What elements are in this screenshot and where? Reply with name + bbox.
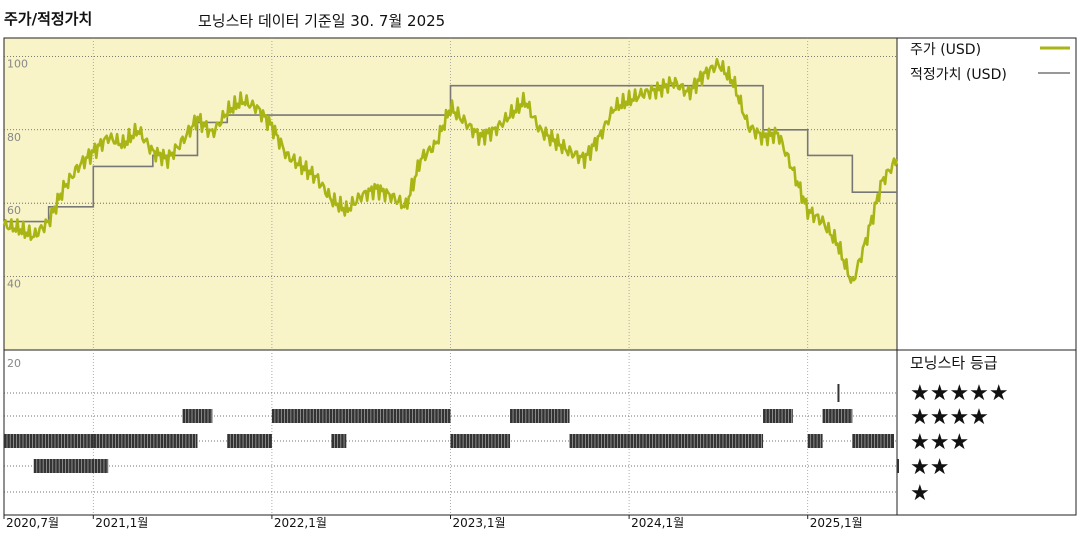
rating-legend-stars: ★★★★ [910, 405, 989, 430]
rating-bar [897, 459, 899, 473]
rating-bar [450, 434, 511, 448]
rating-panel: 20 [4, 357, 899, 493]
rating-legend-stars: ★ [910, 481, 930, 506]
rating-legend-stars: ★★ [910, 455, 949, 480]
rating-bar [33, 459, 109, 473]
x-axis: 2020,7월 2021,1월 2022,1월 2023,1월 2024,1월 2025,… [3, 515, 863, 530]
x-tick-label: 2022,1월 [274, 516, 327, 530]
price-panel: 100 80 60 40 [2, 37, 1077, 516]
chart-title: 주가/적정가치 [4, 10, 93, 28]
rating-y-tick-label: 20 [7, 357, 21, 370]
rating-bar [837, 384, 840, 402]
legend-label-price: 주가 (USD) [910, 42, 981, 58]
rating-bar [807, 434, 823, 448]
y-tick-label: 60 [7, 204, 21, 217]
rating-legend-stars: ★★★★★ [910, 381, 1009, 406]
legend-label-fair-value: 적정가치 (USD) [910, 67, 1007, 83]
x-tick-label: 2024,1월 [631, 516, 684, 530]
rating-bar [93, 434, 198, 448]
rating-bar [569, 434, 764, 448]
y-tick-label: 40 [7, 278, 21, 291]
x-tick-label: 2025,1월 [810, 516, 863, 530]
rating-bar [331, 434, 347, 448]
rating-bar [510, 409, 570, 423]
x-tick-label: 2020,7월 [6, 516, 59, 530]
legend: 주가 (USD)적정가치 (USD)모닝스타 등급★★★★★★★★★★★★★★★ [910, 42, 1070, 506]
chart-subtitle: 모닝스타 데이터 기준일 30. 7월 2025 [198, 12, 446, 30]
x-tick-label: 2021,1월 [95, 516, 148, 530]
rating-legend-title: 모닝스타 등급 [910, 354, 998, 372]
rating-bar [852, 434, 894, 448]
rating-legend-stars: ★★★ [910, 430, 969, 455]
x-tick-label: 2023,1월 [453, 516, 506, 530]
price-line [2, 57, 899, 284]
y-tick-label: 100 [7, 57, 28, 70]
y-tick-label: 80 [7, 131, 21, 144]
